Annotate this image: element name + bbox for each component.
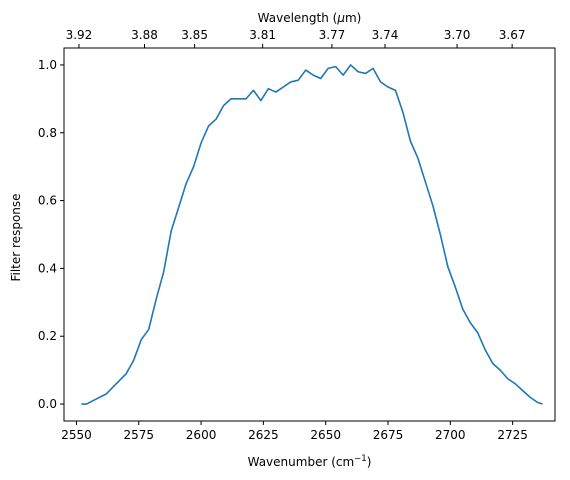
x-tick-label: 2700 [435,428,466,442]
x-axis-title-suffix: ) [367,455,372,469]
x-tick-label: 2600 [186,428,217,442]
y-tick-label: 0.8 [38,126,57,140]
top-tick-label: 3.74 [372,28,399,42]
series-line-0 [81,64,543,405]
x-tick-label: 2675 [373,428,404,442]
x-axis-ticks: 2550 2575 2600 2625 2650 2675 2700 2725 [61,421,528,442]
top-tick-label: 3.77 [319,28,346,42]
y-tick-label: 1.0 [38,58,57,72]
y-tick-label: 0.6 [38,194,57,208]
x-tick-label: 2625 [248,428,279,442]
y-tick-label: 0.4 [38,261,57,275]
top-axis-title-prefix: Wavelength ( [258,11,338,25]
top-tick-label: 3.88 [131,28,158,42]
plot-frame [63,47,556,422]
y-tick-label: 0.2 [38,329,57,343]
series-layer [81,64,543,405]
top-axis-title-suffix: m) [345,11,361,25]
x-tick-label: 2550 [61,428,92,442]
top-axis-title-mu: μ [336,11,345,25]
x-axis-title: Wavenumber (cm−1) [248,454,372,469]
top-tick-label: 3.85 [181,28,208,42]
x-axis-title-main: Wavenumber (cm [248,455,355,469]
top-tick-label: 3.67 [499,28,526,42]
top-tick-label: 3.92 [66,28,93,42]
y-axis-ticks: 0.0 0.2 0.4 0.6 0.8 1.0 [38,58,64,411]
x-tick-label: 2575 [123,428,154,442]
top-tick-label: 3.81 [249,28,276,42]
x-axis-title-superscript: −1 [354,454,367,464]
top-axis-ticks: 3.92 3.88 3.85 3.81 3.77 3.74 3.70 3.67 [66,28,526,48]
y-axis-title: Filter response [9,193,23,281]
x-tick-label: 2725 [497,428,528,442]
top-tick-label: 3.70 [444,28,471,42]
y-tick-label: 0.0 [38,397,57,411]
top-axis-title: Wavelength (μm) [258,11,362,25]
x-tick-label: 2650 [310,428,341,442]
